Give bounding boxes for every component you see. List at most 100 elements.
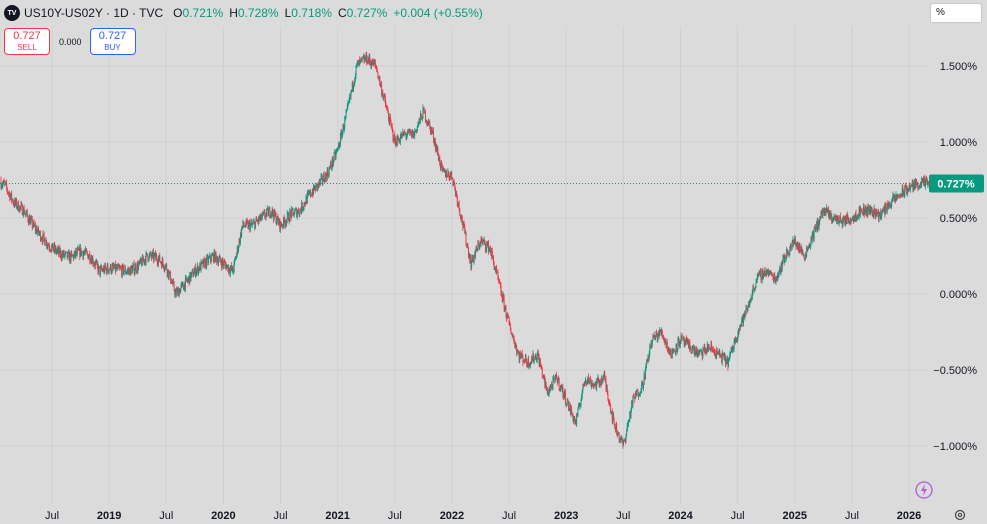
candle-body bbox=[370, 62, 372, 67]
candle-body bbox=[29, 219, 31, 225]
candle-body bbox=[285, 222, 287, 224]
candle-body bbox=[228, 266, 229, 272]
candle-body bbox=[6, 188, 8, 192]
candle-body bbox=[275, 214, 277, 224]
x-tick-label: 2024 bbox=[668, 510, 693, 522]
candle-body bbox=[314, 187, 316, 191]
candle-body bbox=[884, 206, 886, 214]
candle-body bbox=[738, 328, 739, 334]
candle-body bbox=[626, 425, 628, 432]
candle-body bbox=[678, 338, 680, 346]
candle-body bbox=[121, 265, 123, 276]
candle-body bbox=[579, 405, 581, 407]
candle-body bbox=[492, 255, 494, 257]
candle-body bbox=[561, 386, 563, 389]
candle-body bbox=[823, 209, 825, 214]
candle-body bbox=[590, 380, 592, 387]
candle-body bbox=[64, 254, 66, 257]
symbol-title[interactable]: US10Y-US02Y · 1D · TVC bbox=[24, 6, 164, 20]
candle-body bbox=[278, 219, 279, 225]
candle-body bbox=[902, 188, 904, 195]
candle-body bbox=[844, 216, 846, 225]
candle-body bbox=[609, 403, 611, 412]
candle-body bbox=[532, 354, 534, 362]
candle-body bbox=[524, 355, 526, 363]
last-price-text: 0.727% bbox=[937, 178, 975, 190]
candle-body bbox=[267, 208, 269, 216]
candle-body bbox=[541, 368, 543, 377]
candle-body bbox=[188, 276, 189, 280]
candle-body bbox=[469, 257, 471, 263]
candle-body bbox=[880, 217, 882, 220]
candle-body bbox=[624, 440, 626, 442]
candle-body bbox=[212, 254, 214, 256]
candle-body bbox=[219, 256, 221, 261]
candle-body bbox=[673, 350, 675, 352]
candle-body bbox=[353, 83, 355, 86]
candle-body bbox=[129, 266, 131, 276]
candle-body bbox=[468, 248, 469, 257]
candle-body bbox=[711, 346, 713, 350]
gear-icon[interactable] bbox=[954, 509, 966, 521]
candle-body bbox=[414, 130, 416, 132]
time-axis[interactable]: Jul 2019 Jul 2020 Jul 2021 Jul 2022 Jul 2023 Jul 20… bbox=[45, 510, 921, 522]
candle-body bbox=[484, 240, 486, 243]
candle-body bbox=[146, 253, 148, 257]
lightning-icon[interactable] bbox=[915, 481, 933, 499]
candle-body bbox=[409, 131, 411, 133]
candle-body bbox=[202, 261, 204, 267]
candle-body bbox=[808, 247, 809, 249]
candle-body bbox=[158, 255, 160, 259]
candle-body bbox=[607, 393, 609, 400]
candle-body bbox=[749, 299, 751, 303]
candle-body bbox=[247, 222, 249, 229]
unit-selector[interactable]: % bbox=[930, 3, 982, 23]
candle-body bbox=[425, 120, 427, 123]
candle-body bbox=[107, 264, 109, 271]
candle-body bbox=[721, 357, 723, 363]
candle-body bbox=[904, 185, 906, 187]
candle-body bbox=[93, 264, 95, 265]
candle-body bbox=[719, 351, 721, 356]
candle-body bbox=[448, 174, 450, 179]
candle-body bbox=[377, 72, 379, 78]
candle-body bbox=[274, 210, 276, 216]
sell-button[interactable]: 0.727 SELL bbox=[4, 28, 50, 55]
buy-button[interactable]: 0.727 BUY bbox=[89, 28, 136, 55]
candle-body bbox=[459, 214, 461, 218]
candle-body bbox=[65, 251, 67, 253]
candle-body bbox=[297, 209, 299, 213]
candle-body bbox=[823, 209, 824, 211]
candle-body bbox=[205, 260, 207, 267]
candle-body bbox=[96, 261, 98, 266]
candle-body bbox=[2, 183, 4, 186]
candle-body bbox=[641, 382, 643, 392]
candle-body bbox=[206, 257, 208, 267]
candle-body bbox=[1, 185, 3, 187]
candle-body bbox=[174, 291, 176, 295]
candle-body bbox=[446, 172, 448, 178]
candle-body bbox=[346, 109, 348, 113]
candle-body bbox=[387, 109, 389, 114]
candle-body bbox=[360, 58, 362, 60]
candle-body bbox=[14, 199, 16, 204]
candle-body bbox=[693, 346, 695, 354]
candle-body bbox=[185, 277, 187, 279]
candle-body bbox=[792, 239, 794, 242]
candle-body bbox=[259, 213, 261, 218]
candle-body bbox=[263, 212, 265, 213]
candle-body bbox=[398, 139, 400, 142]
price-axis[interactable]: 1.500%1.000%0.500%0.000%−0.500%−1.000% bbox=[933, 61, 977, 453]
candle-body bbox=[1, 186, 3, 189]
candle-body bbox=[906, 188, 908, 195]
candle-body bbox=[709, 349, 711, 351]
candle-body bbox=[530, 361, 532, 363]
candle-body bbox=[814, 226, 816, 228]
candle-body bbox=[440, 161, 442, 168]
candle-body bbox=[431, 127, 433, 132]
candle-body bbox=[924, 178, 926, 187]
candle-body bbox=[686, 338, 688, 342]
candle-body bbox=[283, 217, 284, 227]
candle-body bbox=[820, 211, 822, 218]
